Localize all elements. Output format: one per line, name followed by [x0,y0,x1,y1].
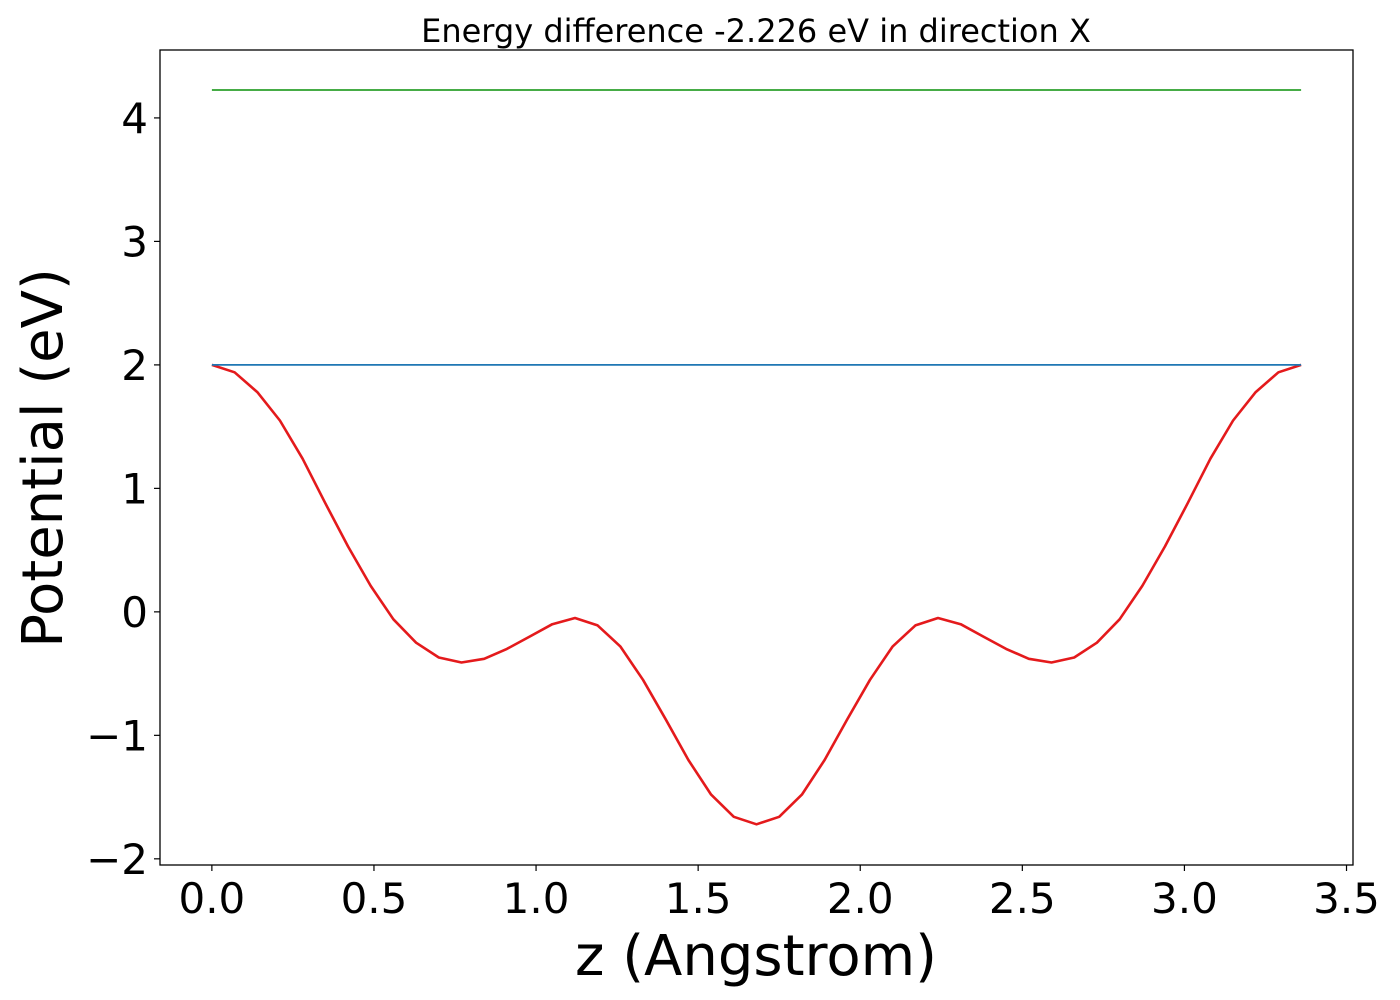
x-tick-label: 3.5 [1313,874,1380,923]
x-tick-label: 3.0 [1151,874,1218,923]
y-axis-title: Potential (eV) [11,268,76,648]
y-tick-label: 4 [121,94,148,143]
x-tick-label: 2.5 [989,874,1056,923]
y-axis: −2 −1 0 1 2 3 4 [86,94,160,884]
y-tick-label: 0 [121,588,148,637]
plot-area-frame [159,49,1354,866]
x-tick-label: 1.5 [665,874,732,923]
x-tick-label: 1.0 [503,874,570,923]
series-layer [211,89,1302,826]
x-axis: 0.0 0.5 1.0 1.5 2.0 2.5 3.0 3.5 [178,865,1380,923]
x-axis-title: z (Angstrom) [575,924,937,989]
y-tick-label: 1 [121,464,148,513]
y-tick-label: −2 [86,835,148,884]
chart-title: Energy difference -2.226 eV in direction… [421,12,1091,50]
y-tick-label: 3 [121,217,148,266]
y-tick-label: −1 [86,711,148,760]
y-tick-label: 2 [121,341,148,390]
x-tick-label: 2.0 [827,874,894,923]
x-tick-label: 0.5 [341,874,408,923]
series-line-0 [211,363,1302,826]
x-tick-label: 0.0 [178,874,245,923]
